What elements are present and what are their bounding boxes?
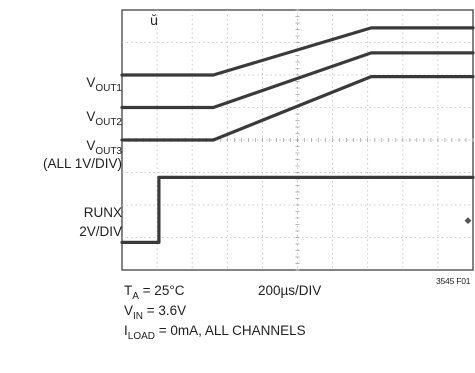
figure-id: 3545 F01 bbox=[436, 276, 471, 286]
vin-condition: VIN = 3.6V bbox=[124, 303, 187, 322]
temperature-condition: TA = 25°C bbox=[124, 283, 185, 302]
vout3-label: VOUT3 bbox=[86, 138, 122, 157]
trace-runx bbox=[120, 175, 475, 244]
iload-condition: ILOAD = 0mA, ALL CHANNELS bbox=[124, 323, 306, 342]
trace-vout3 bbox=[120, 74, 475, 142]
trigger-marker-top-icon: ŭ bbox=[150, 14, 158, 29]
scope-traces bbox=[120, 26, 475, 244]
trace-vout1 bbox=[120, 26, 475, 77]
trace-vout2 bbox=[120, 51, 475, 110]
trigger-marker-right-icon: ◆ bbox=[465, 216, 472, 226]
vout2-label: VOUT2 bbox=[86, 109, 122, 128]
vout1-label: VOUT1 bbox=[86, 75, 122, 94]
runx-label: RUNX bbox=[83, 205, 122, 220]
timebase-label: 200µs/DIV bbox=[258, 283, 322, 298]
trigger-markers: ŭ ◆ bbox=[150, 14, 472, 226]
runx-scale-label: 2V/DIV bbox=[79, 224, 122, 239]
vout-scale-label: (ALL 1V/DIV) bbox=[42, 156, 122, 171]
